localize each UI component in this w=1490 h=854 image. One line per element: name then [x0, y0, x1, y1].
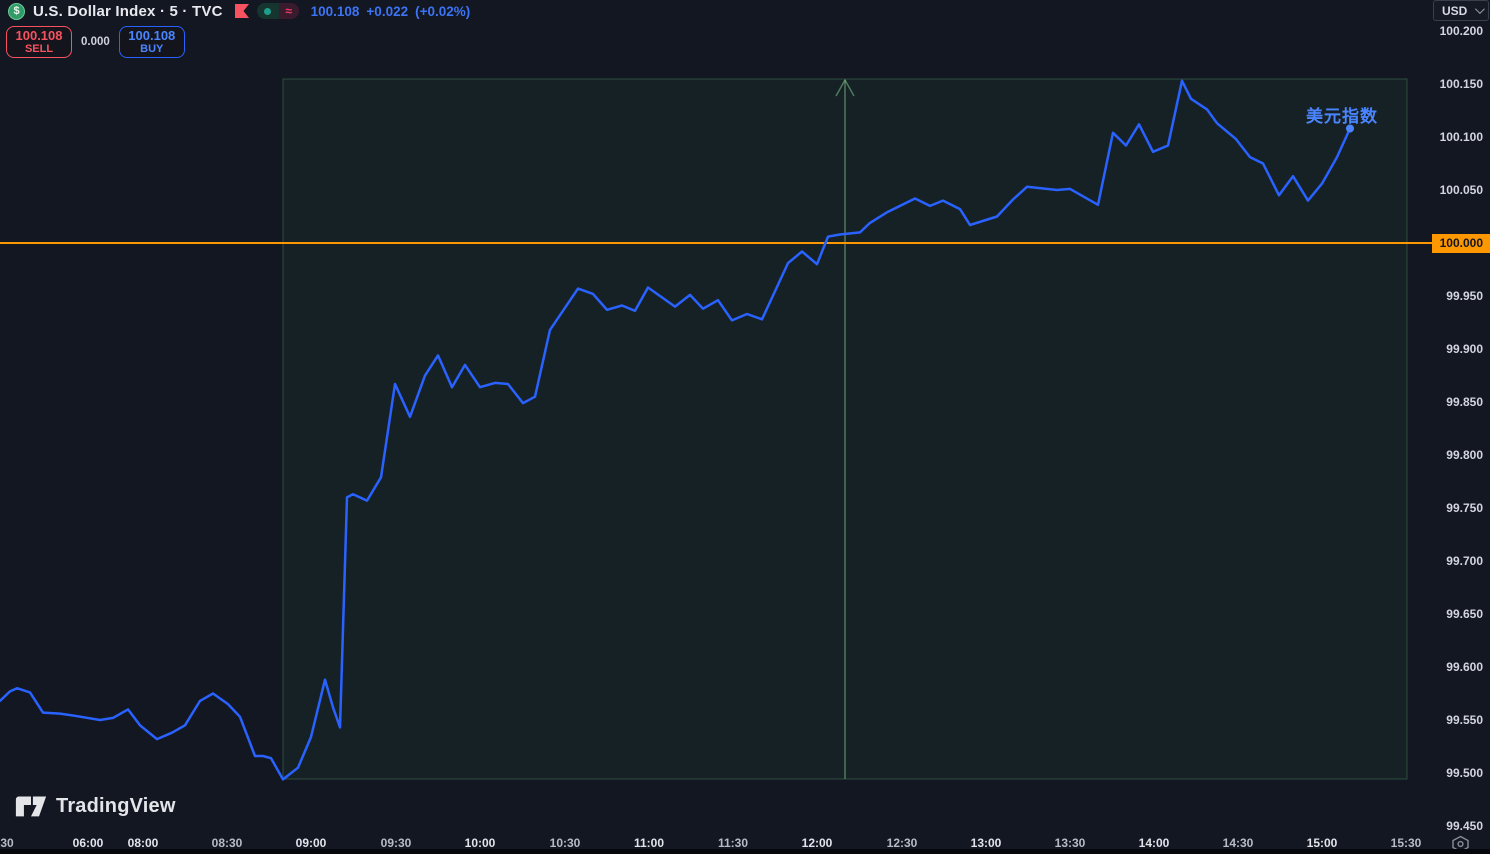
price-axis-label: 100.150: [1439, 77, 1483, 91]
price-change-percent: (+0.02%): [415, 3, 471, 19]
price-axis-label: 99.800: [1446, 448, 1483, 462]
price-axis-label: 99.600: [1446, 660, 1483, 674]
spread-value: 0.000: [81, 36, 110, 48]
time-axis-label: 12:00: [801, 836, 833, 850]
time-axis-label: 11:30: [717, 836, 749, 850]
price-axis-label: 99.750: [1446, 501, 1483, 515]
flag-icon[interactable]: [234, 4, 249, 18]
time-axis-label: 09:00: [295, 836, 327, 850]
market-status-pill[interactable]: ≈: [256, 3, 299, 19]
price-axis-label: 100.100: [1439, 130, 1483, 144]
time-axis-label: 08:30: [211, 836, 243, 850]
price-axis-label: 99.550: [1446, 713, 1483, 727]
buy-sell-panel: 100.108 SELL 0.000 100.108 BUY: [6, 26, 185, 58]
time-axis-label: 13:30: [1054, 836, 1086, 850]
time-axis-label: 15:00: [1306, 836, 1338, 850]
time-axis-label: 10:00: [464, 836, 496, 850]
time-axis-label: 14:00: [1138, 836, 1170, 850]
price-axis-label: 100.050: [1439, 183, 1483, 197]
price-axis-label: 99.500: [1446, 766, 1483, 780]
price-axis-label: 99.650: [1446, 607, 1483, 621]
time-axis-label: 11:00: [633, 836, 665, 850]
time-axis-label: 06:00: [72, 836, 104, 850]
time-axis-label: 08:00: [127, 836, 159, 850]
market-open-dot-icon: [256, 3, 279, 19]
chevron-down-icon: [1474, 4, 1485, 15]
sell-button[interactable]: 100.108 SELL: [6, 26, 72, 58]
time-axis-label: 09:30: [380, 836, 412, 850]
price-chart[interactable]: [0, 0, 1432, 832]
delayed-data-icon: ≈: [278, 3, 299, 19]
tradingview-logo-icon: [15, 796, 47, 817]
sell-price: 100.108: [15, 27, 63, 43]
price-axis-label: 99.700: [1446, 554, 1483, 568]
price-axis-label: 99.950: [1446, 289, 1483, 303]
price-change: +0.022: [366, 3, 409, 19]
time-axis-label: 10:30: [549, 836, 581, 850]
time-axis-label: 13:00: [970, 836, 1002, 850]
time-axis-label: 12:30: [886, 836, 918, 850]
dollar-coin-icon: $: [8, 2, 25, 20]
price-axis-label: 99.900: [1446, 342, 1483, 356]
tradingview-logo[interactable]: TradingView: [14, 793, 176, 819]
buy-button[interactable]: 100.108 BUY: [118, 26, 185, 58]
reference-price-tag: 100.000: [1432, 233, 1490, 253]
price-axis-label: 99.850: [1446, 395, 1483, 409]
quote-values: 100.108 +0.022 (+0.02%): [311, 4, 471, 19]
last-price-dot: [1346, 124, 1354, 133]
symbol-legend: $ U.S. Dollar Index · 5 · TVC ≈ 100.108 …: [8, 2, 470, 20]
time-axis-label: 15:30: [1390, 836, 1422, 850]
buy-label: BUY: [140, 43, 164, 56]
time-axis-label: :30: [0, 836, 14, 850]
window-bottom-edge: [0, 849, 1490, 854]
flag-icon-shape: [234, 4, 249, 18]
last-price: 100.108: [310, 3, 360, 19]
arrow-up-icon: [835, 78, 855, 97]
currency-dropdown[interactable]: USD: [1433, 0, 1489, 21]
price-line-series[interactable]: [0, 79, 1352, 781]
symbol-title[interactable]: U.S. Dollar Index · 5 · TVC: [33, 2, 223, 20]
price-axis-label: 100.200: [1439, 24, 1483, 38]
buy-price: 100.108: [128, 27, 176, 43]
price-axis-label: 99.450: [1446, 819, 1483, 833]
currency-label: USD: [1442, 3, 1468, 18]
series-label: 美元指数: [1306, 107, 1378, 126]
time-axis-label: 14:30: [1222, 836, 1254, 850]
sell-label: SELL: [24, 43, 54, 56]
tradingview-logo-text: TradingView: [56, 794, 176, 817]
